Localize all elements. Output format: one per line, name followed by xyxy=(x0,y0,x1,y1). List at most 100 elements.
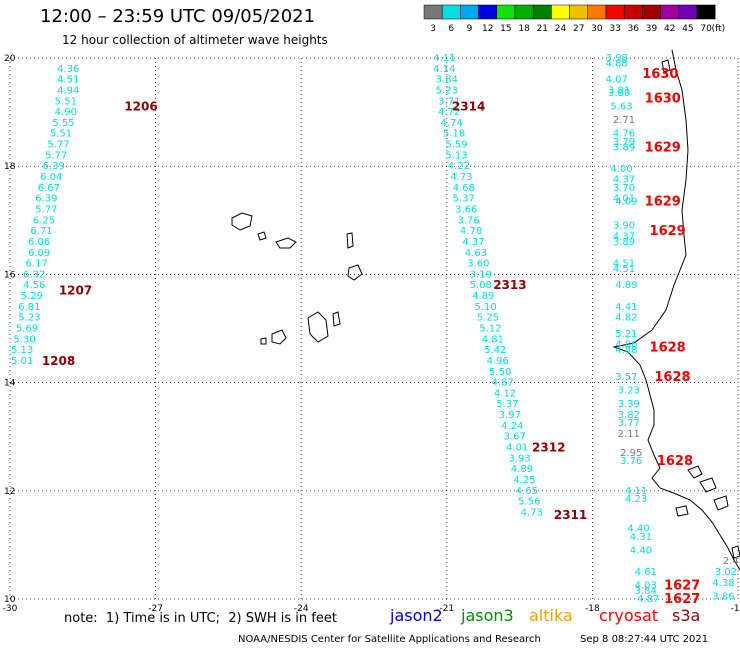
track-label: 1208 xyxy=(42,354,75,368)
wave-height-point: 4.37 xyxy=(613,175,635,186)
wave-height-point: 4.96 xyxy=(487,356,509,367)
wave-height-point: 5.77 xyxy=(47,140,69,151)
wave-height-point: 3.97 xyxy=(499,410,521,421)
wave-height-point: 2.4 xyxy=(723,556,739,567)
wave-height-point: 4.88 xyxy=(606,58,628,69)
colorbar-label: 24 xyxy=(555,24,567,34)
colorbar-label: 39 xyxy=(646,24,658,34)
island-maio xyxy=(332,311,341,327)
generation-timestamp: Sep 8 08:27:44 UTC 2021 xyxy=(580,634,709,645)
wave-height-point: 5.56 xyxy=(518,497,540,508)
wave-height-point: 3.84 xyxy=(436,75,458,86)
wave-height-point: 5.10 xyxy=(474,302,496,313)
satellite-legend-altika: altika xyxy=(529,606,573,625)
x-tick-label: -18 xyxy=(585,604,600,614)
wave-height-point: 6.32 xyxy=(23,269,45,280)
island-bijagos xyxy=(675,465,729,517)
colorbar-label: 36 xyxy=(628,24,640,34)
island-sal xyxy=(346,232,354,249)
wave-height-point: 5.51 xyxy=(50,129,72,140)
colorbar-label: 21 xyxy=(537,24,548,34)
colorbar-swatch xyxy=(696,4,716,20)
y-tick-label: 16 xyxy=(4,270,16,280)
colorbar-label: 70 xyxy=(700,24,712,34)
satellite-legend-cryosat: cryosat xyxy=(599,606,659,625)
wave-height-point: 4.09 xyxy=(615,196,637,207)
wave-height-point: 4.51 xyxy=(613,259,635,270)
wave-height-point: 4.89 xyxy=(615,280,637,291)
wave-height-point: 3.89 xyxy=(613,237,635,248)
colorbar-label: 42 xyxy=(664,24,675,34)
wave-height-point: 6.25 xyxy=(33,215,55,226)
wave-height-point: 5.23 xyxy=(18,313,40,324)
island-loos xyxy=(731,545,740,559)
wave-height-point: 3.76 xyxy=(620,456,642,467)
wave-height-point: 5.77 xyxy=(45,150,67,161)
wave-height-point: 6.67 xyxy=(38,183,60,194)
y-tick-label: 20 xyxy=(4,54,16,64)
wave-height-point: 4.87 xyxy=(637,594,659,605)
y-tick-label: 10 xyxy=(4,595,16,605)
wave-height-point: 3.86 xyxy=(712,591,734,602)
y-tick-label: 14 xyxy=(4,379,16,389)
wave-height-point: 3.77 xyxy=(618,418,640,429)
wave-height-point: 6.17 xyxy=(26,259,48,270)
wave-height-point: 5.25 xyxy=(477,313,499,324)
wave-height-point: 4.89 xyxy=(472,291,494,302)
wave-height-point: 4.65 xyxy=(516,486,538,497)
wave-height-points: 4.364.514.945.514.905.555.515.775.776.39… xyxy=(11,53,739,605)
colorbar-label: 27 xyxy=(573,24,584,34)
track-label: 1629 xyxy=(650,224,686,239)
y-tick-label: 18 xyxy=(4,162,16,172)
wave-height-point: 5.13 xyxy=(11,345,33,356)
colorbar-label: 33 xyxy=(609,24,620,34)
wave-height-point: 4.89 xyxy=(511,464,533,475)
wave-height-point: 4.11 xyxy=(625,486,647,497)
island-santiago xyxy=(307,311,329,343)
wave-height-point: 6.81 xyxy=(18,302,40,313)
satellite-legend-jason3: jason3 xyxy=(461,606,514,625)
wave-height-point: 3.89 xyxy=(613,142,635,153)
wave-height-point: 6.06 xyxy=(28,237,50,248)
wave-height-point: 4.78 xyxy=(460,226,482,237)
track-labels: 1206 1207 1208 2314 2313 2312 2311 1630 1630 1629… xyxy=(42,67,700,607)
track-label: 2313 xyxy=(493,278,526,292)
wave-height-point: 4.76 xyxy=(613,129,635,140)
wave-height-point: 4.40 xyxy=(627,524,649,535)
africa-coastline xyxy=(612,49,740,571)
land-outlines xyxy=(231,49,740,571)
satellite-legend-jason2: jason2 xyxy=(390,606,443,625)
track-label: 1629 xyxy=(645,194,681,209)
map-title: 12:00 – 23:59 UTC 09/05/2021 xyxy=(40,6,316,27)
wave-height-point: 3.71 xyxy=(438,96,460,107)
wave-height-point: 5.37 xyxy=(496,399,518,410)
wave-height-point: 5.59 xyxy=(445,140,467,151)
wave-height-point: 3.67 xyxy=(504,432,526,443)
colorbar-label: 9 xyxy=(467,24,473,34)
wave-height-point: 4.88 xyxy=(615,345,637,356)
wave-height-point: 3.66 xyxy=(455,204,477,215)
map-subtitle: 12 hour collection of altimeter wave hei… xyxy=(62,33,328,47)
wave-height-point: 4.22 xyxy=(448,161,470,172)
wave-height-point: 4.38 xyxy=(712,578,734,589)
wave-height-point: 5.21 xyxy=(615,329,637,340)
wave-height-point: 3.70 xyxy=(613,183,635,194)
wave-height-point: 3.81 xyxy=(608,85,630,96)
wave-height-point: 3.90 xyxy=(613,221,635,232)
wave-height-point: 4.24 xyxy=(501,421,523,432)
wave-height-point: 3.93 xyxy=(508,453,530,464)
wave-height-point: 4.14 xyxy=(433,64,455,75)
colorbar-label: 30 xyxy=(591,24,603,34)
wave-height-point: 3.79 xyxy=(613,137,635,148)
wave-height-point: 6.09 xyxy=(28,248,50,259)
wave-height-point: 4.68 xyxy=(453,183,475,194)
island-sao-nicolau xyxy=(275,237,297,249)
x-tick-label: -15 xyxy=(731,604,740,614)
wave-height-point: 4.94 xyxy=(57,85,79,96)
wave-height-point: 4.73 xyxy=(521,507,543,518)
wave-height-point: 3.23 xyxy=(618,386,640,397)
wave-height-point: 5.30 xyxy=(13,334,35,345)
wave-height-point: 2.71 xyxy=(613,115,635,126)
wave-height-point: 3.98 xyxy=(606,53,628,64)
wave-height-point: 4.41 xyxy=(615,302,637,313)
